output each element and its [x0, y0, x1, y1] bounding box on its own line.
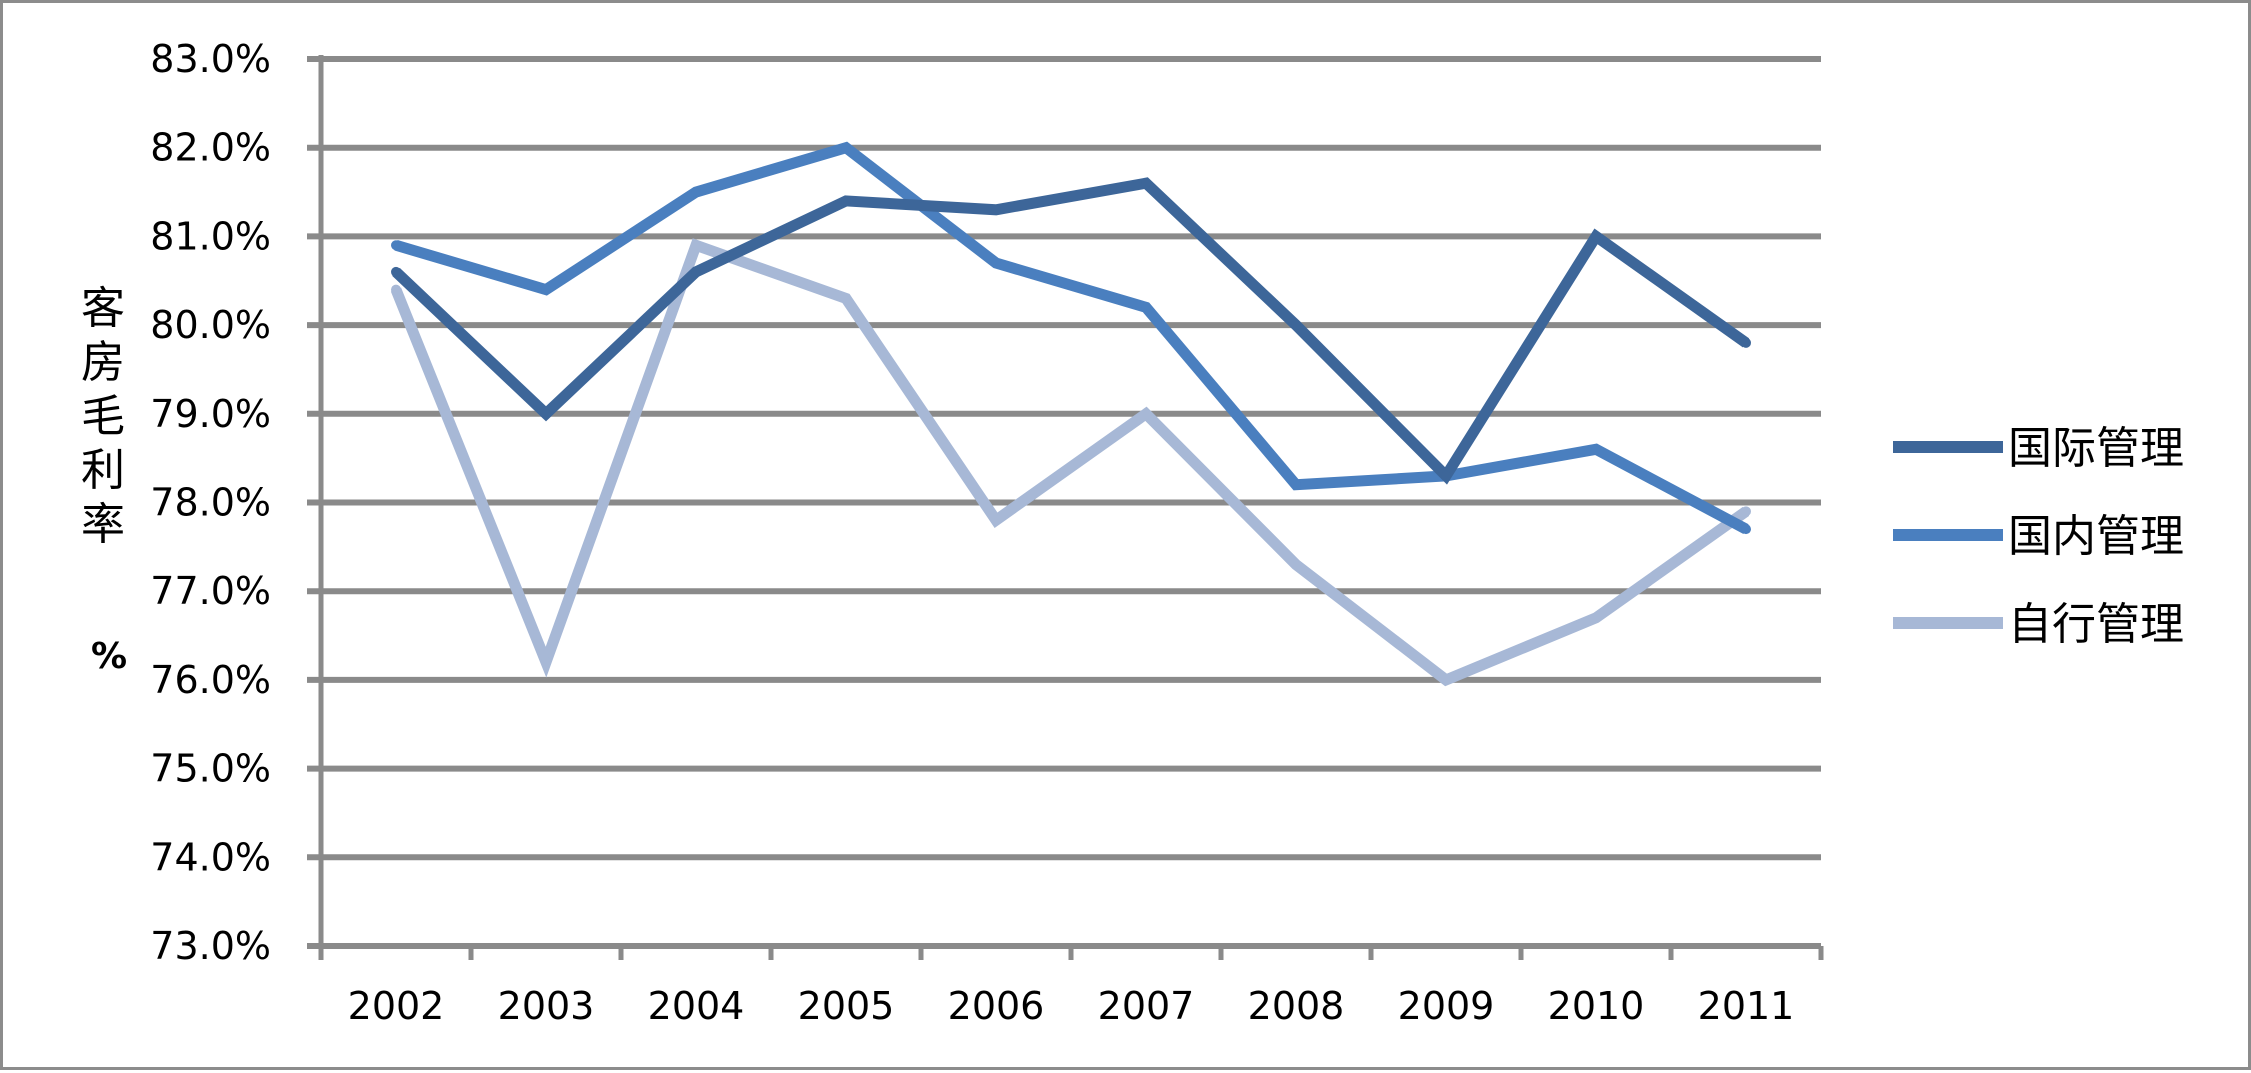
- y-tick-label: 73.0%: [150, 924, 271, 968]
- series-line-1: [392, 177, 1750, 485]
- data-point: [541, 657, 551, 668]
- data-point: [991, 515, 1001, 526]
- y-tick-label: 81.0%: [150, 214, 271, 258]
- y-axis-unit: %: [91, 636, 127, 677]
- data-point: [991, 258, 1001, 269]
- data-point: [1591, 612, 1601, 623]
- y-axis-title-char: 客: [81, 283, 125, 334]
- x-tick-label: 2011: [1698, 984, 1795, 1028]
- x-tick-label: 2005: [798, 984, 895, 1028]
- y-tick-label: 79.0%: [150, 392, 271, 436]
- data-point: [1141, 302, 1151, 313]
- data-point: [991, 204, 1001, 215]
- y-tick-label: 83.0%: [150, 37, 271, 81]
- y-tick-label: 74.0%: [150, 835, 271, 879]
- data-point: [1141, 178, 1151, 189]
- data-point: [1441, 674, 1451, 685]
- data-point: [391, 240, 401, 251]
- data-point: [1741, 524, 1751, 535]
- data-point: [1291, 559, 1301, 570]
- y-axis-title-char: 毛: [81, 391, 125, 442]
- data-point: [391, 284, 401, 295]
- data-point: [1741, 337, 1751, 348]
- x-tick-label: 2009: [1398, 984, 1495, 1028]
- data-point: [1441, 470, 1451, 481]
- y-tick-label: 75.0%: [150, 747, 271, 791]
- data-point: [841, 293, 851, 304]
- data-point: [841, 142, 851, 153]
- x-tick-labels: 2002 2003 2004 2005 2006 2007 2008 2009 2010 2011: [348, 984, 1795, 1028]
- data-point: [391, 266, 401, 277]
- data-point: [541, 284, 551, 295]
- data-point: [691, 240, 701, 251]
- y-tick-label: 82.0%: [150, 126, 271, 170]
- axes: [318, 55, 1824, 960]
- series-line-2: [394, 141, 1749, 534]
- y-tick-label: 77.0%: [150, 569, 271, 613]
- y-axis-title-char: 率: [81, 499, 125, 550]
- data-point: [1141, 408, 1151, 419]
- data-point: [691, 266, 701, 277]
- legend-label: 自行管理: [2008, 599, 2184, 650]
- legend-label: 国际管理: [2008, 423, 2184, 474]
- y-tick-label: 76.0%: [150, 658, 271, 702]
- legend-label: 国内管理: [2008, 511, 2184, 562]
- series-line-3: [390, 238, 1750, 687]
- line-chart: 73.0% 74.0% 75.0% 76.0% 77.0% 78.0% 79.0% 80.0%…: [81, 37, 2184, 1028]
- y-tick-labels: 73.0% 74.0% 75.0% 76.0% 77.0% 78.0% 79.0% 80.0%…: [150, 37, 271, 968]
- data-point: [541, 408, 551, 419]
- x-tick-label: 2008: [1248, 984, 1345, 1028]
- data-point: [1291, 479, 1301, 490]
- data-point: [841, 195, 851, 206]
- x-tick-label: 2004: [648, 984, 745, 1028]
- y-tick-label: 80.0%: [150, 303, 271, 347]
- y-axis-title-char: 房: [81, 337, 125, 388]
- x-tick-label: 2003: [498, 984, 595, 1028]
- data-point: [691, 187, 701, 198]
- x-tick-label: 2010: [1548, 984, 1645, 1028]
- data-series: [390, 141, 1751, 687]
- gridlines: [307, 56, 1821, 949]
- x-tick-label: 2006: [948, 984, 1045, 1028]
- data-point: [1591, 444, 1601, 455]
- y-tick-label: 78.0%: [150, 481, 271, 525]
- x-tick-label: 2007: [1098, 984, 1195, 1028]
- x-tick-label: 2002: [348, 984, 445, 1028]
- data-point: [1741, 506, 1751, 517]
- data-point: [1591, 231, 1601, 242]
- y-axis-title-char: 利: [81, 445, 125, 496]
- data-point: [1291, 320, 1301, 331]
